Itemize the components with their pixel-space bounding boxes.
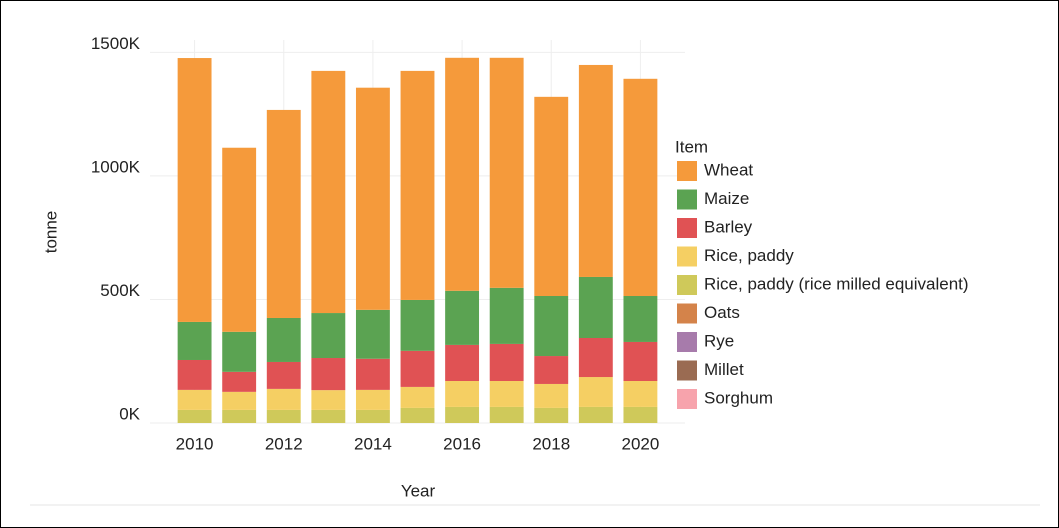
legend-label: Rice, paddy (rice milled equivalent)	[704, 274, 969, 293]
bar-segment	[623, 78, 658, 296]
bar-segment	[623, 295, 658, 342]
legend-swatch	[677, 246, 697, 267]
bar-segment	[578, 276, 613, 338]
y-tick-label: 1500K	[91, 34, 141, 53]
legend-swatch	[677, 360, 697, 381]
legend-label: Barley	[704, 217, 753, 236]
bar-segment	[534, 407, 569, 423]
bar-segment	[355, 87, 390, 310]
legend-title: Item	[675, 137, 708, 156]
bar-segment	[445, 380, 480, 407]
bar-segment	[445, 290, 480, 345]
bar-segment	[177, 321, 212, 360]
legend-label: Rice, paddy	[704, 246, 794, 265]
bar-segment	[578, 377, 613, 407]
bar-segment	[222, 331, 257, 372]
bar-segment	[222, 391, 257, 410]
legend-label: Oats	[704, 303, 740, 322]
legend-label: Maize	[704, 189, 749, 208]
bar-segment	[400, 70, 435, 300]
bar-segment	[311, 313, 346, 359]
legend-label: Rye	[704, 331, 734, 350]
bar-segment	[400, 350, 435, 387]
bar-segment	[445, 344, 480, 381]
bar-segment	[534, 383, 569, 408]
bar-segment	[400, 407, 435, 423]
bar-segment	[578, 337, 613, 378]
bar-segment	[222, 371, 257, 392]
legend-swatch	[677, 389, 697, 409]
bar-segment	[489, 380, 524, 407]
y-tick-label: 500K	[100, 281, 140, 300]
legend-swatch	[677, 275, 697, 295]
legend-label: Wheat	[704, 160, 753, 179]
bar-segment	[623, 406, 658, 423]
bar-segment	[311, 390, 346, 410]
x-tick-label: 2010	[176, 434, 214, 453]
legend-swatch	[677, 189, 697, 210]
bar-segment	[266, 388, 301, 410]
x-axis-label: Year	[401, 481, 436, 500]
bar-segment	[623, 341, 658, 381]
legend-label: Sorghum	[704, 388, 773, 407]
bar-segment	[489, 287, 524, 344]
y-tick-label: 1000K	[91, 157, 141, 176]
bar-segment	[222, 409, 257, 423]
bar-segment	[311, 70, 346, 314]
bar-segment	[355, 409, 390, 423]
x-tick-label: 2016	[443, 434, 481, 453]
bar-segment	[177, 409, 212, 423]
bar-segment	[355, 309, 390, 359]
bar-segment	[355, 389, 390, 410]
bar-segment	[355, 358, 390, 390]
bar-segment	[177, 58, 212, 322]
x-tick-label: 2018	[532, 434, 570, 453]
bar-segment	[534, 356, 569, 384]
bar-segment	[445, 406, 480, 423]
bar-segment	[489, 57, 524, 288]
bar-segment	[266, 409, 301, 423]
x-tick-label: 2014	[354, 434, 392, 453]
legend-label: Millet	[704, 360, 744, 379]
bar-segment	[266, 317, 301, 362]
bar-segment	[623, 380, 658, 407]
bar-segment	[489, 343, 524, 381]
y-tick-label: 0K	[119, 404, 140, 423]
legend-swatch	[677, 303, 697, 324]
bar-segment	[445, 57, 480, 291]
bar-segment	[222, 147, 257, 332]
bar-segment	[400, 386, 435, 408]
bar-segment	[177, 389, 212, 410]
legend-swatch	[677, 161, 697, 181]
bar-segment	[266, 109, 301, 318]
bar-segment	[578, 406, 613, 423]
y-axis-label: tonne	[41, 211, 60, 254]
legend-swatch	[677, 218, 697, 238]
bar-segment	[489, 406, 524, 423]
legend-swatch	[677, 332, 697, 352]
bar-segment	[311, 358, 346, 391]
x-tick-label: 2020	[622, 434, 660, 453]
bar-segment	[578, 64, 613, 277]
bar-segment	[400, 299, 435, 351]
bar-segment	[534, 96, 569, 296]
bar-segment	[311, 409, 346, 423]
bar-segment	[177, 359, 212, 390]
bar-segment	[534, 295, 569, 357]
bar-segment	[266, 361, 301, 389]
x-tick-label: 2012	[265, 434, 303, 453]
